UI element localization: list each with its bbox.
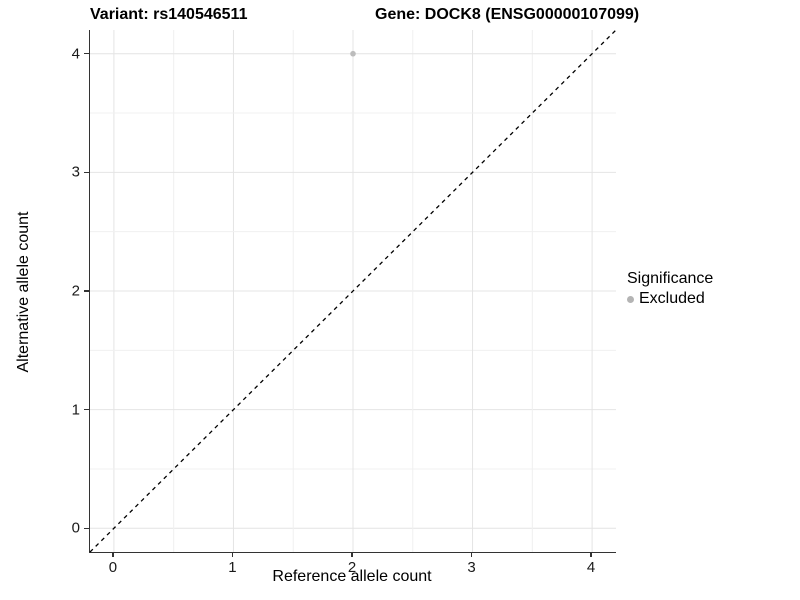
y-tick-label: 4	[71, 45, 80, 63]
plot-area	[89, 29, 617, 553]
y-tick-label: 3	[71, 163, 80, 181]
x-tick-mark	[231, 552, 234, 557]
x-tick-mark	[351, 552, 353, 557]
x-tick-mark	[112, 552, 114, 557]
legend-title: Significance	[627, 270, 714, 287]
x-tick-label: 0	[108, 559, 118, 576]
x-tick-label: 2	[347, 559, 357, 576]
legend-item-label: Excluded	[639, 290, 705, 307]
x-tick-label: 3	[467, 559, 476, 576]
y-tick-label: 1	[71, 401, 80, 419]
data-point	[350, 50, 356, 57]
y-tick-mark	[84, 290, 89, 292]
x-tick-label: 1	[228, 559, 237, 576]
legend-point-icon	[627, 295, 634, 303]
identity-reference-line	[89, 29, 617, 553]
x-tick-mark	[590, 552, 592, 557]
y-tick-mark	[84, 527, 89, 530]
x-axis-label: Reference allele count	[272, 568, 432, 585]
x-tick-mark	[470, 552, 473, 557]
plot-panel	[89, 29, 617, 553]
plot-title-gene: Gene: DOCK8 (ENSG00000107099)	[375, 6, 640, 23]
x-tick-label: 4	[586, 559, 596, 576]
y-tick-label: 2	[71, 282, 80, 300]
legend: Significance Excluded	[627, 270, 713, 308]
y-tick-mark	[84, 52, 89, 55]
plot-title-variant: Variant: rs140546511	[90, 6, 248, 23]
y-tick-mark	[84, 408, 89, 411]
y-tick-label: 0	[71, 519, 80, 537]
y-tick-mark	[84, 171, 89, 174]
y-axis-label: Alternative allele count	[15, 211, 32, 373]
legend-item-excluded: Excluded	[627, 290, 713, 308]
